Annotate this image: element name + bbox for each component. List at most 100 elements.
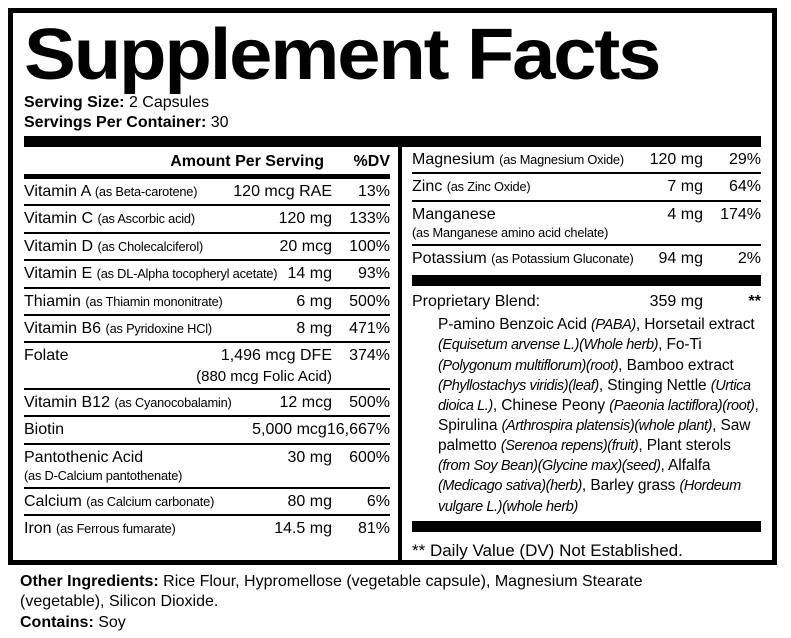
dv-value: 374% — [349, 347, 390, 365]
divider-bar-top — [24, 136, 761, 148]
blend-ingredients-text: P-amino Benzoic Acid (PABA), Horsetail e… — [438, 316, 759, 515]
dv-value: 133% — [349, 210, 390, 228]
nutrient-form: (as D-Calcium pantothenate) — [24, 468, 183, 484]
nutrient-name: Vitamin C (as Ascorbic acid) — [24, 210, 195, 228]
table-row: Vitamin A (as Beta-carotene) 120 mcg RAE… — [24, 179, 390, 204]
amount-value: 94 mg — [658, 249, 703, 267]
table-row: Potassium (as Potassium Gluconate) 94 mg… — [412, 243, 761, 271]
nutrient-name: Vitamin B6 (as Pyridoxine HCl) — [24, 319, 213, 337]
nutrient-form: (as Magnesium Oxide) — [499, 152, 624, 168]
nutrient-form: (as Thiamin mononitrate) — [85, 293, 223, 309]
dv-value: 600% — [349, 448, 390, 466]
amount-value: 80 mg — [287, 492, 332, 510]
servings-per-container-line: Servings Per Container: 30 — [24, 113, 761, 133]
label-footer: Other Ingredients: Rice Flour, Hypromell… — [8, 565, 779, 633]
nutrient-name: Biotin — [24, 421, 65, 439]
nutrient-form: (as Potassium Gluconate) — [491, 250, 634, 266]
table-row: Vitamin B12 (as Cyanocobalamin) 12 mcg 5… — [24, 388, 390, 415]
nutrient-name: Folate — [24, 347, 69, 365]
facts-columns: Amount Per Serving %DV Vitamin A (as Bet… — [24, 147, 761, 560]
amount-value: 6 mg — [296, 292, 332, 310]
nutrient-form: (as Zinc Oxide) — [446, 179, 531, 195]
nutrient-name: Iron (as Ferrous fumarate) — [24, 520, 176, 538]
nutrient-name: Vitamin E (as DL-Alpha tocopheryl acetat… — [24, 265, 278, 283]
amount-value: 4 mg — [667, 205, 703, 223]
panel-title: Supplement Facts — [24, 15, 661, 95]
table-row: Vitamin E (as DL-Alpha tocopheryl acetat… — [24, 259, 390, 286]
blend-label: Proprietary Blend: — [412, 293, 541, 311]
nutrient-name: Vitamin A (as Beta-carotene) — [24, 183, 198, 201]
contains-text: Soy — [98, 613, 126, 631]
amount-value: 20 mcg — [279, 237, 332, 255]
contains-label: Contains: — [20, 613, 94, 631]
dv-value: 471% — [349, 319, 390, 337]
other-ingredients-label: Other Ingredients: — [20, 573, 159, 590]
amount-value: 1,496 mcg DFE (880 mcg Folic Acid) — [196, 347, 332, 385]
nutrient-name: Potassium (as Potassium Gluconate) — [412, 249, 634, 267]
servings-per-container-label: Servings Per Container: — [24, 113, 207, 131]
nutrient-name: Pantothenic Acid (as D-Calcium pantothena… — [24, 448, 183, 484]
table-row: Magnesium (as Magnesium Oxide) 120 mg 29… — [412, 147, 761, 172]
dv-value: 100% — [349, 237, 390, 255]
table-row: Vitamin B6 (as Pyridoxine HCl) 8 mg 471% — [24, 313, 390, 341]
dv-value: 2% — [737, 249, 761, 267]
nutrient-name: Vitamin D (as Cholecalciferol) — [24, 237, 204, 255]
amount-per-serving-header: Amount Per Serving — [170, 153, 324, 171]
nutrient-name: Vitamin B12 (as Cyanocobalamin) — [24, 394, 232, 412]
nutrient-form: (as Ascorbic acid) — [97, 211, 196, 227]
table-row: Thiamin (as Thiamin mononitrate) 6 mg 50… — [24, 286, 390, 314]
nutrient-form: (as Cholecalciferol) — [97, 238, 204, 254]
dv-value: 81% — [357, 520, 390, 538]
blend-amount: 359 mg — [649, 293, 703, 311]
nutrient-name: Manganese (as Manganese amino acid chelat… — [412, 205, 609, 241]
table-row: Zinc (as Zinc Oxide) 7 mg 64% — [412, 172, 761, 199]
supplement-facts-panel: Supplement Facts Serving Size: 2 Capsule… — [8, 8, 777, 565]
nutrient-form: (as Beta-carotene) — [94, 184, 198, 200]
other-ingredients-text: Rice Flour, Hypromellose (vegetable caps… — [20, 573, 643, 611]
left-column: Amount Per Serving %DV Vitamin A (as Bet… — [24, 147, 402, 560]
table-row: Iron (as Ferrous fumarate) 14.5 mg 81% — [24, 514, 390, 541]
serving-size-line: Serving Size: 2 Capsules — [24, 93, 761, 113]
amount-value: 5,000 mcg — [252, 421, 327, 439]
nutrient-form: (as Manganese amino acid chelate) — [412, 225, 609, 241]
dv-value: 64% — [728, 178, 761, 196]
amount-value: 120 mg — [649, 151, 703, 169]
table-row-two-line: Manganese (as Manganese amino acid chelat… — [412, 199, 761, 244]
dv-header: %DV — [353, 153, 390, 171]
table-row: Vitamin D (as Cholecalciferol) 20 mcg 10… — [24, 231, 390, 259]
amount-value: 120 mg — [278, 210, 332, 228]
dv-value: 500% — [349, 292, 390, 310]
serving-size-label: Serving Size: — [24, 94, 125, 111]
dv-value: 29% — [728, 151, 761, 169]
table-row-folate: Folate 1,496 mcg DFE (880 mcg Folic Acid)… — [24, 341, 390, 388]
amount-value: 8 mg — [296, 319, 332, 337]
divider-bar-blend-top — [412, 275, 761, 287]
nutrient-form: (as Pyridoxine HCl) — [105, 320, 213, 336]
amount-value: 12 mcg — [279, 394, 332, 412]
blend-dv: ** — [748, 293, 761, 311]
nutrient-name: Thiamin (as Thiamin mononitrate) — [24, 292, 223, 310]
dv-value: 13% — [357, 183, 390, 201]
dv-footnote: ** Daily Value (DV) Not Established. — [412, 540, 683, 560]
dv-value: 500% — [349, 394, 390, 412]
nutrient-form: (as Ferrous fumarate) — [56, 521, 176, 537]
other-ingredients-line: Other Ingredients: Rice Flour, Hypromell… — [20, 572, 708, 613]
dv-value: 93% — [357, 265, 390, 283]
nutrient-name: Zinc (as Zinc Oxide) — [412, 178, 531, 196]
right-column: Magnesium (as Magnesium Oxide) 120 mg 29… — [402, 147, 761, 560]
nutrient-form: (as DL-Alpha tocopheryl acetate) — [96, 266, 278, 282]
amount-value: 14 mg — [287, 265, 332, 283]
serving-size-value: 2 Capsules — [128, 94, 209, 111]
dv-value: 174% — [720, 205, 761, 223]
table-row: Calcium (as Calcium carbonate) 80 mg 6% — [24, 486, 390, 514]
servings-per-container-value: 30 — [210, 113, 229, 131]
nutrient-form: (as Cyanocobalamin) — [114, 395, 232, 411]
contains-line: Contains: Soy — [20, 613, 779, 633]
dv-value: 16,667% — [326, 421, 390, 439]
nutrient-form: (as Calcium carbonate) — [86, 493, 215, 509]
amount-value: 14.5 mg — [274, 520, 332, 538]
table-row-two-line: Pantothenic Acid (as D-Calcium pantothena… — [24, 442, 390, 487]
divider-bar-footnote-top — [412, 520, 761, 532]
dv-value: 6% — [366, 492, 390, 510]
